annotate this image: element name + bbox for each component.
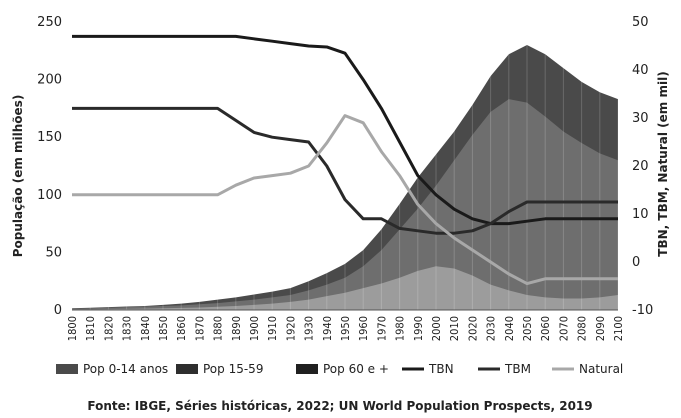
x-tick-label: 1800 [66, 316, 79, 341]
x-tick-label: 1870 [193, 316, 206, 341]
legend-label: TBN [428, 362, 454, 376]
x-tick-label: 1810 [84, 316, 97, 341]
x-tick-label: 1820 [102, 316, 115, 341]
y-left-tick-label: 100 [37, 188, 62, 203]
x-tick-label: 1890 [230, 316, 243, 341]
y-right-tick-label: 40 [632, 63, 649, 78]
x-tick-label: 2020 [466, 316, 479, 341]
x-tick-label: 1900 [248, 316, 261, 341]
y-right-tick-label: 0 [632, 255, 640, 270]
y-right-tick-label: -10 [632, 303, 653, 318]
x-tick-label: 2040 [503, 316, 516, 341]
legend-label: Pop 60 e + [323, 362, 389, 376]
legend-swatch [296, 364, 318, 374]
x-tick-label: 1840 [139, 316, 152, 341]
x-tick-label: 1830 [121, 316, 134, 341]
legend-label: Natural [579, 362, 623, 376]
y-left-tick-label: 250 [37, 15, 62, 30]
x-tick-label: 2090 [594, 316, 607, 341]
line-series-group [72, 34, 618, 286]
x-tick-label: 1990 [412, 316, 425, 341]
x-tick-label: 2080 [576, 316, 589, 341]
decade-stripes [71, 22, 619, 310]
x-tick-label: 1950 [339, 316, 352, 341]
y-right-axis-title: TBN, TBM, Natural (em mil) [656, 71, 670, 256]
x-tick-label: 2050 [521, 316, 534, 341]
legend: Pop 0-14 anos Pop 15-59 Pop 60 e + TBN TBM Na… [56, 362, 623, 376]
y-right-tick-label: 20 [632, 159, 649, 174]
y-right-tick-label: 30 [632, 111, 649, 126]
legend-label: Pop 0-14 anos [83, 362, 168, 376]
y-left-tick-label: 50 [45, 245, 62, 260]
x-tick-label: 1880 [212, 316, 225, 341]
x-tick-label: 1980 [394, 316, 407, 341]
x-tick-label: 2060 [539, 316, 552, 341]
legend-swatch [56, 364, 78, 374]
x-tick-label: 1920 [284, 316, 297, 341]
x-tick-label: 2100 [612, 316, 625, 341]
legend-label: TBM [504, 362, 531, 376]
legend-swatch [176, 364, 198, 374]
x-tick-label: 2010 [448, 316, 461, 341]
x-tick-label: 1910 [266, 316, 279, 341]
y-left-tick-label: 200 [37, 73, 62, 88]
line-series-1 [72, 34, 618, 226]
area-series-3 [72, 266, 618, 310]
y-left-tick-label: 0 [54, 303, 62, 318]
x-tick-label: 1940 [321, 316, 334, 341]
x-tick-label: 1850 [157, 316, 170, 341]
x-tick-label: 2000 [430, 316, 443, 341]
y-left-tick-label: 150 [37, 130, 62, 145]
x-tick-label: 1960 [357, 316, 370, 341]
line-series-2 [72, 106, 618, 235]
x-tick-label: 1930 [303, 316, 316, 341]
y-right-tick-label: 10 [632, 207, 649, 222]
y-right-tick-label: 50 [632, 15, 649, 30]
x-tick-label: 1860 [175, 316, 188, 341]
x-tick-label: 1970 [375, 316, 388, 341]
y-left-axis-title: População (em milhões) [11, 95, 25, 258]
legend-label: Pop 15-59 [203, 362, 263, 376]
x-tick-label: 2030 [485, 316, 498, 341]
x-tick-label: 2070 [557, 316, 570, 341]
source-caption: Fonte: IBGE, Séries históricas, 2022; UN… [87, 399, 592, 413]
line-series-3 [72, 114, 618, 286]
